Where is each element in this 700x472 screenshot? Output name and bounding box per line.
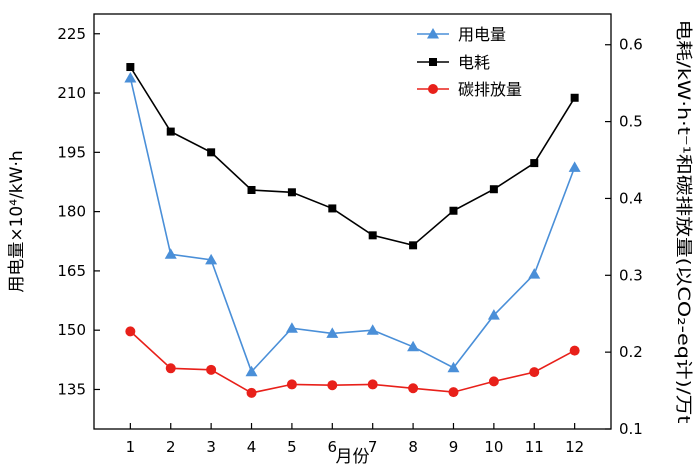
x-tick-label: 6 bbox=[328, 438, 338, 456]
y-right-tick-label: 0.4 bbox=[619, 189, 643, 207]
x-tick-label: 10 bbox=[484, 438, 503, 456]
y-left-tick-label: 210 bbox=[57, 84, 86, 102]
data-point bbox=[487, 309, 500, 320]
x-tick-label: 5 bbox=[287, 438, 297, 456]
legend-item-electricity: 用电量 bbox=[417, 25, 506, 44]
data-point bbox=[448, 387, 459, 398]
data-point bbox=[569, 345, 580, 356]
y-right-tick-label: 0.2 bbox=[619, 343, 643, 361]
data-point bbox=[286, 379, 297, 390]
legend-item-carbon-emission: 碳排放量 bbox=[417, 80, 522, 99]
legend-marker-energy-consumption bbox=[429, 58, 437, 66]
data-point bbox=[207, 148, 216, 157]
y-right-tick-label: 0.1 bbox=[619, 420, 643, 438]
legend-label-carbon-emission: 碳排放量 bbox=[458, 80, 522, 99]
y-axis-right-title: 电耗/kW·h·t⁻¹和碳排放量(以CO₂-eq计)/万t bbox=[673, 20, 693, 424]
data-point bbox=[164, 248, 177, 259]
x-tick-label: 2 bbox=[166, 438, 176, 456]
x-tick-label: 1 bbox=[126, 438, 136, 456]
series-line bbox=[129, 66, 576, 247]
x-tick-label: 7 bbox=[368, 438, 378, 456]
data-point bbox=[530, 159, 539, 168]
data-point bbox=[528, 268, 541, 279]
x-tick-label: 9 bbox=[449, 438, 459, 456]
data-point bbox=[206, 364, 217, 375]
data-point bbox=[568, 161, 581, 172]
y-left-tick-label: 165 bbox=[57, 262, 86, 280]
y-left-tick-label: 150 bbox=[57, 321, 86, 339]
y-left-tick-label: 195 bbox=[57, 143, 86, 161]
y-axis-left-title: 用电量×10⁴/kW·h bbox=[7, 150, 27, 292]
data-point bbox=[247, 185, 256, 194]
data-point bbox=[447, 361, 460, 373]
y-left-tick-label: 180 bbox=[57, 203, 86, 221]
series-0 bbox=[124, 72, 581, 377]
data-point bbox=[409, 241, 418, 250]
legend-marker-shape bbox=[427, 28, 439, 39]
x-axis-title: 月份 bbox=[336, 447, 370, 467]
y-right-tick-label: 0.6 bbox=[619, 36, 643, 54]
x-tick-label: 3 bbox=[206, 438, 216, 456]
x-tick-label: 11 bbox=[525, 438, 544, 456]
series-2 bbox=[125, 326, 580, 398]
data-point bbox=[126, 63, 135, 72]
data-point bbox=[165, 363, 176, 374]
series-line bbox=[129, 330, 575, 394]
y-right-tick-label: 0.5 bbox=[619, 113, 643, 131]
data-point bbox=[489, 185, 498, 194]
data-point bbox=[327, 380, 338, 391]
data-point bbox=[166, 127, 175, 136]
ticks-layer: 1 2 3 4 5 6 7 8 9 10 11 121351501651801952102250.10… bbox=[57, 25, 643, 456]
legend-item-energy-consumption: 电耗 bbox=[417, 53, 490, 72]
legend-marker-electricity bbox=[427, 28, 439, 39]
data-point bbox=[328, 204, 337, 213]
x-tick-label: 4 bbox=[247, 438, 257, 456]
data-point bbox=[205, 253, 218, 265]
data-point bbox=[570, 93, 579, 102]
data-point bbox=[246, 387, 257, 398]
y-right-tick-label: 0.3 bbox=[619, 266, 643, 284]
legend-label-energy-consumption: 电耗 bbox=[458, 53, 490, 72]
x-tick-label: 12 bbox=[565, 438, 584, 456]
data-point bbox=[488, 376, 499, 387]
x-tick-label: 8 bbox=[408, 438, 418, 456]
data-point bbox=[245, 365, 258, 377]
y-left-tick-label: 225 bbox=[57, 25, 86, 43]
data-point bbox=[408, 383, 419, 394]
data-point bbox=[285, 322, 298, 333]
data-point bbox=[366, 324, 379, 335]
data-point bbox=[124, 72, 137, 83]
legend-marker-shape bbox=[428, 84, 438, 94]
data-point bbox=[449, 206, 458, 215]
data-point bbox=[287, 188, 296, 197]
series-1 bbox=[126, 63, 579, 250]
legend-label-electricity: 用电量 bbox=[458, 25, 506, 44]
data-point bbox=[326, 327, 339, 338]
series-line bbox=[129, 77, 576, 374]
data-point bbox=[407, 340, 420, 352]
legend-marker-carbon-emission bbox=[428, 84, 438, 94]
y-left-tick-label: 135 bbox=[57, 380, 86, 398]
plot-frame bbox=[93, 13, 612, 430]
data-point bbox=[368, 231, 377, 240]
data-point bbox=[367, 379, 378, 390]
data-point bbox=[125, 326, 136, 337]
series-layer bbox=[124, 63, 581, 398]
legend: 用电量 电耗 碳排放量 bbox=[417, 25, 522, 99]
legend-marker-shape bbox=[429, 58, 437, 66]
data-point bbox=[529, 367, 540, 378]
